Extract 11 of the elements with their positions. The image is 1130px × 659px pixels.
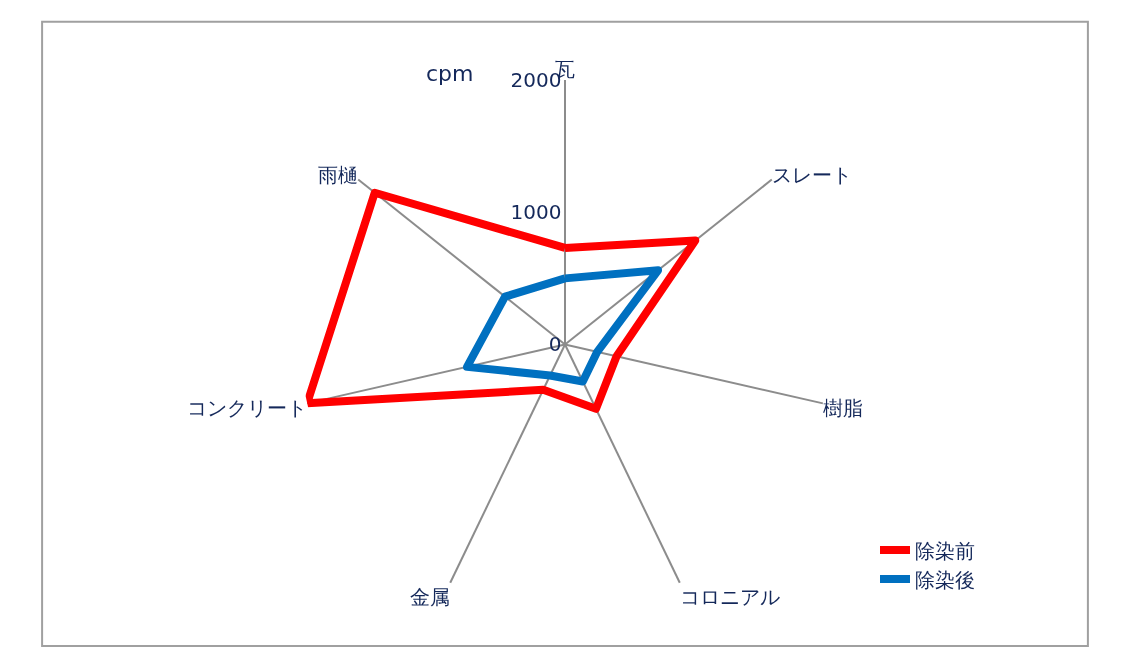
legend-label: 除染後 xyxy=(915,567,975,592)
y-tick-label: 0 xyxy=(548,332,562,356)
y-tick-label: 1000 xyxy=(510,199,562,224)
spoke-label: 雨樋 xyxy=(317,163,358,188)
spoke-label: 金属 xyxy=(410,585,451,610)
spoke-label: コロニアル xyxy=(679,585,780,610)
spoke-label: 樹脂 xyxy=(823,395,864,420)
text: cpm xyxy=(426,61,474,86)
spoke-label: コンクリート xyxy=(186,395,307,420)
spoke-label: スレート xyxy=(772,163,853,188)
legend-label: 除染前 xyxy=(915,538,975,563)
